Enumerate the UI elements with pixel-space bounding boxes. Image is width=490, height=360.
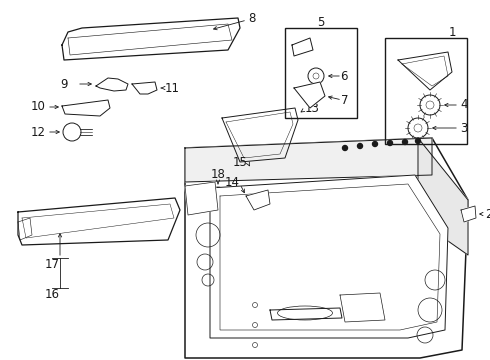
Polygon shape [246,190,270,210]
Polygon shape [185,138,468,358]
Circle shape [358,144,363,148]
Polygon shape [210,175,448,338]
Text: 8: 8 [248,12,255,24]
Polygon shape [340,293,385,322]
Text: 9: 9 [60,77,68,90]
Polygon shape [132,82,157,94]
Polygon shape [18,198,180,245]
Polygon shape [461,206,476,222]
Text: 5: 5 [318,15,325,28]
Text: 11: 11 [165,81,180,94]
Circle shape [402,139,408,144]
Polygon shape [292,38,313,56]
Text: 6: 6 [341,69,348,82]
Bar [385,38,467,144]
Circle shape [372,141,377,147]
Text: 2: 2 [485,207,490,220]
Text: 3: 3 [460,122,467,135]
Polygon shape [222,108,298,162]
Polygon shape [398,52,452,90]
Text: 17: 17 [45,258,59,271]
Text: 7: 7 [341,94,348,107]
Circle shape [388,140,392,145]
Circle shape [343,145,347,150]
Text: 10: 10 [31,100,46,113]
Polygon shape [270,308,342,320]
Polygon shape [62,18,240,60]
Polygon shape [185,182,218,215]
Text: 15: 15 [233,156,248,168]
Text: 18: 18 [211,168,225,181]
Text: 16: 16 [45,288,59,302]
Text: 13: 13 [305,102,320,114]
Bar [285,28,357,118]
Polygon shape [62,100,110,116]
Polygon shape [418,138,468,255]
Polygon shape [185,138,432,182]
Polygon shape [96,78,128,91]
Text: 1: 1 [449,26,457,39]
Text: 4: 4 [460,99,467,112]
Text: 12: 12 [31,126,46,139]
Circle shape [416,139,420,144]
Polygon shape [294,82,325,108]
Text: 14: 14 [225,175,240,189]
